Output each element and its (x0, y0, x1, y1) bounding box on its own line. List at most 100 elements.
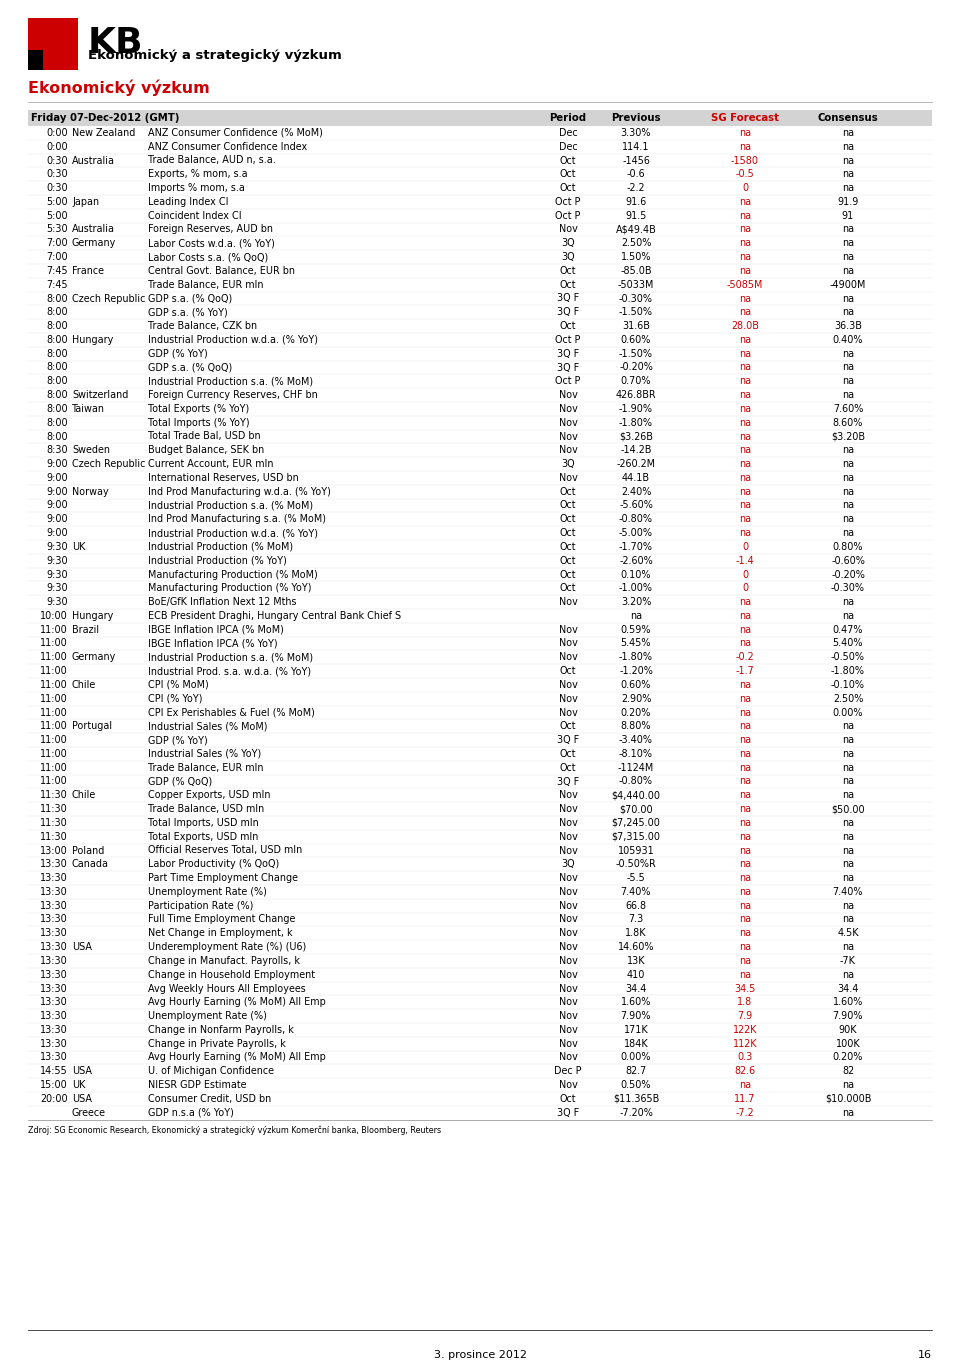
Text: USA: USA (72, 1066, 92, 1077)
Text: na: na (842, 473, 854, 483)
Text: 0.60%: 0.60% (621, 680, 651, 689)
Text: 11:00: 11:00 (40, 763, 68, 773)
Text: Nov: Nov (559, 1038, 577, 1049)
Text: 171K: 171K (624, 1025, 648, 1036)
Text: 82.7: 82.7 (625, 1066, 647, 1077)
Text: na: na (842, 914, 854, 925)
Text: Norway: Norway (72, 487, 108, 497)
Text: 3Q: 3Q (562, 238, 575, 249)
Text: -1.90%: -1.90% (619, 404, 653, 415)
Text: na: na (630, 611, 642, 621)
Text: 8.80%: 8.80% (621, 721, 651, 732)
Text: 20:00: 20:00 (40, 1094, 68, 1104)
Text: Nov: Nov (559, 943, 577, 952)
Text: Nov: Nov (559, 404, 577, 415)
Text: Nov: Nov (559, 832, 577, 841)
Text: Japan: Japan (72, 197, 99, 207)
Text: na: na (739, 417, 751, 428)
Text: New Zealand: New Zealand (72, 127, 135, 138)
Text: 2.90%: 2.90% (621, 694, 651, 703)
Text: GDP (% YoY): GDP (% YoY) (148, 349, 207, 358)
Text: Manufacturing Production (% YoY): Manufacturing Production (% YoY) (148, 583, 311, 594)
Text: 8:00: 8:00 (46, 294, 68, 304)
Text: 11:00: 11:00 (40, 653, 68, 662)
Text: na: na (842, 859, 854, 869)
Text: Oct: Oct (560, 514, 576, 524)
Text: 7:00: 7:00 (46, 238, 68, 249)
Text: 0.60%: 0.60% (621, 335, 651, 345)
Text: CPI Ex Perishables & Fuel (% MoM): CPI Ex Perishables & Fuel (% MoM) (148, 707, 315, 717)
Text: Industrial Production s.a. (% MoM): Industrial Production s.a. (% MoM) (148, 653, 313, 662)
Text: Net Change in Employment, k: Net Change in Employment, k (148, 929, 293, 938)
Text: 11:00: 11:00 (40, 639, 68, 648)
Text: Nov: Nov (559, 639, 577, 648)
Text: Trade Balance, EUR mln: Trade Balance, EUR mln (148, 763, 263, 773)
Text: na: na (739, 1081, 751, 1090)
Text: -2.2: -2.2 (627, 183, 645, 193)
Text: UK: UK (72, 542, 85, 551)
Text: 66.8: 66.8 (625, 900, 647, 911)
Text: 44.1B: 44.1B (622, 473, 650, 483)
Text: Change in Nonfarm Payrolls, k: Change in Nonfarm Payrolls, k (148, 1025, 294, 1036)
Text: 3Q F: 3Q F (557, 349, 579, 358)
Text: Current Account, EUR mln: Current Account, EUR mln (148, 460, 274, 469)
Text: 8:00: 8:00 (46, 349, 68, 358)
Text: na: na (842, 818, 854, 828)
Text: Total Exports, USD mln: Total Exports, USD mln (148, 832, 258, 841)
Text: Ekonomický výzkum: Ekonomický výzkum (28, 79, 209, 96)
Text: CPI (% YoY): CPI (% YoY) (148, 694, 203, 703)
Text: -1.00%: -1.00% (619, 583, 653, 594)
Text: -5033M: -5033M (618, 279, 654, 290)
Text: 13:00: 13:00 (40, 845, 68, 855)
Text: $3.20B: $3.20B (831, 431, 865, 442)
Text: 114.1: 114.1 (622, 142, 650, 152)
Text: 11:30: 11:30 (40, 818, 68, 828)
Text: Participation Rate (%): Participation Rate (%) (148, 900, 253, 911)
Text: $4,440.00: $4,440.00 (612, 791, 660, 800)
Text: 0.40%: 0.40% (832, 335, 863, 345)
Text: 3Q: 3Q (562, 460, 575, 469)
Text: ANZ Consumer Confidence Index: ANZ Consumer Confidence Index (148, 142, 307, 152)
Text: na: na (739, 680, 751, 689)
Text: na: na (739, 625, 751, 635)
Text: 5:30: 5:30 (46, 224, 68, 234)
Text: Oct: Oct (560, 321, 576, 331)
Text: na: na (842, 156, 854, 166)
Text: 3Q F: 3Q F (557, 363, 579, 372)
Text: 13:30: 13:30 (40, 1038, 68, 1049)
Text: -14.2B: -14.2B (620, 446, 652, 456)
Text: Industrial Production w.d.a. (% YoY): Industrial Production w.d.a. (% YoY) (148, 528, 318, 538)
Text: USA: USA (72, 1094, 92, 1104)
Text: na: na (739, 501, 751, 510)
Text: Nov: Nov (559, 224, 577, 234)
Text: ANZ Consumer Confidence (% MoM): ANZ Consumer Confidence (% MoM) (148, 127, 323, 138)
Text: Nov: Nov (559, 929, 577, 938)
Text: na: na (739, 404, 751, 415)
Text: na: na (842, 845, 854, 855)
Text: 7.3: 7.3 (629, 914, 643, 925)
Text: Nov: Nov (559, 707, 577, 717)
Text: Oct P: Oct P (555, 335, 581, 345)
Text: na: na (739, 224, 751, 234)
Text: GDP s.a. (% QoQ): GDP s.a. (% QoQ) (148, 363, 232, 372)
Text: 11:00: 11:00 (40, 777, 68, 787)
Text: 0: 0 (742, 542, 748, 551)
Text: Nov: Nov (559, 653, 577, 662)
Text: na: na (739, 142, 751, 152)
Text: 0.50%: 0.50% (621, 1081, 651, 1090)
Text: CPI (% MoM): CPI (% MoM) (148, 680, 208, 689)
Bar (28, 51, 43, 70)
Text: Oct: Oct (560, 265, 576, 276)
Text: GDP s.a. (% QoQ): GDP s.a. (% QoQ) (148, 294, 232, 304)
Text: -0.20%: -0.20% (831, 569, 865, 580)
Text: 13:30: 13:30 (40, 970, 68, 979)
Text: 0.10%: 0.10% (621, 569, 651, 580)
Text: Nov: Nov (559, 900, 577, 911)
Text: -0.5: -0.5 (735, 170, 755, 179)
Text: 8:00: 8:00 (46, 417, 68, 428)
Text: Ind Prod Manufacturing s.a. (% MoM): Ind Prod Manufacturing s.a. (% MoM) (148, 514, 326, 524)
Text: 91.6: 91.6 (625, 197, 647, 207)
Text: Avg Hourly Earning (% MoM) All Emp: Avg Hourly Earning (% MoM) All Emp (148, 1052, 325, 1063)
Text: 91.5: 91.5 (625, 211, 647, 220)
Text: 8:00: 8:00 (46, 363, 68, 372)
